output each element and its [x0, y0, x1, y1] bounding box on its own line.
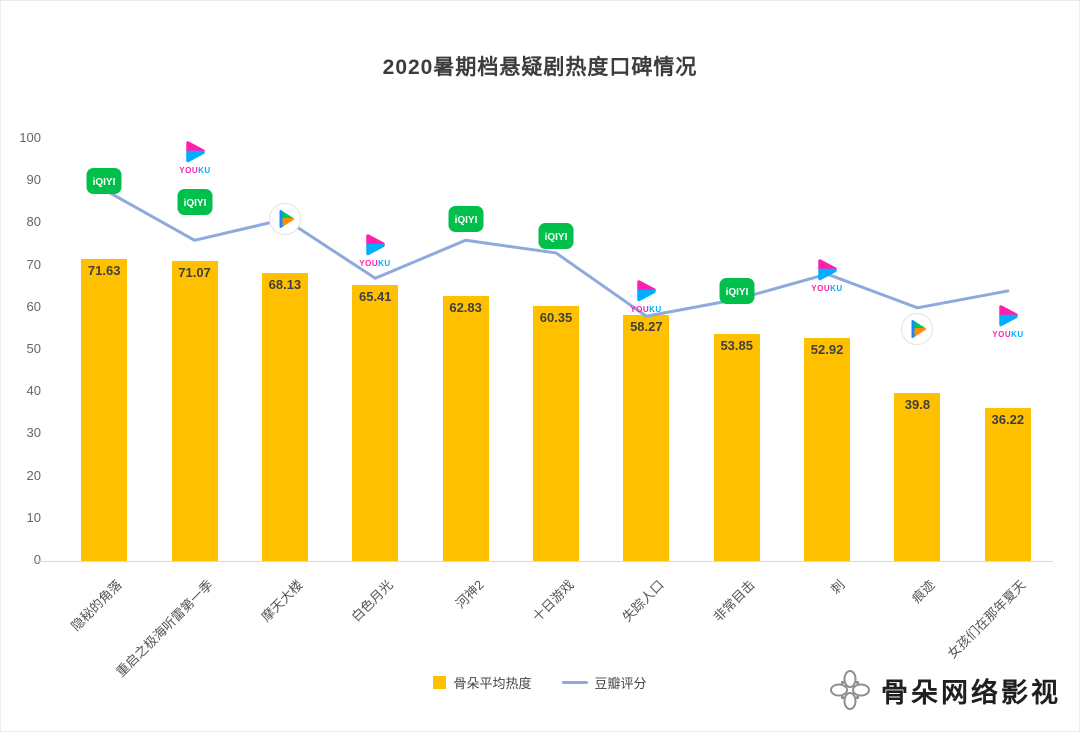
- y-axis-tick-label: 10: [26, 509, 41, 525]
- heat-bar: 62.83: [442, 295, 489, 561]
- legend-bar-swatch: [433, 676, 447, 689]
- heat-bar: 36.22: [984, 408, 1031, 561]
- iqiyi-platform-icon: iQIYI: [448, 206, 484, 233]
- chart-title: 2020暑期档悬疑剧热度口碑情况: [382, 56, 698, 79]
- y-axis-tick-label: 40: [26, 383, 41, 399]
- x-axis-category-label: 非常目击: [710, 577, 758, 625]
- y-axis-tick-label: 0: [33, 552, 41, 567]
- youku-platform-icon: YOUKU: [357, 230, 393, 268]
- iqiyi-platform-icon: iQIYI: [538, 223, 574, 250]
- svg-text:YOUKU: YOUKU: [631, 305, 662, 314]
- heat-bar-value: 71.07: [178, 265, 211, 281]
- y-axis-tick-label: 50: [26, 341, 41, 356]
- heat-bar: 58.27: [623, 315, 670, 561]
- svg-text:iQIYI: iQIYI: [183, 198, 206, 209]
- heat-bar: 71.63: [81, 258, 128, 561]
- x-axis-category-label: 十日游戏: [529, 577, 577, 625]
- svg-text:iQIYI: iQIYI: [93, 177, 116, 188]
- heat-bar-value: 60.35: [539, 310, 573, 326]
- heat-bar-value: 65.41: [358, 288, 392, 304]
- heat-bar-value: 36.22: [991, 412, 1025, 428]
- watermark-text: 骨朵网络影视: [881, 677, 1061, 708]
- y-axis-tick-label: 60: [26, 298, 41, 314]
- iqiyi-platform-icon: iQIYI: [86, 168, 122, 195]
- youku-platform-icon: YOUKU: [177, 137, 213, 175]
- guduo-flower-logo-icon: [830, 670, 870, 710]
- heat-bar-value: 71.63: [87, 262, 121, 278]
- x-axis-category-label: 重启之极海听雷第一季: [112, 577, 216, 680]
- tencent-platform-icon: [268, 202, 302, 236]
- svg-text:iQIYI: iQIYI: [725, 287, 748, 298]
- heat-bar: 53.85: [713, 333, 760, 561]
- x-axis-category-label: 河神2: [452, 577, 487, 612]
- svg-text:YOUKU: YOUKU: [179, 166, 210, 175]
- x-axis-category-label: 摩天大楼: [258, 577, 306, 625]
- legend-line-swatch: [561, 681, 588, 684]
- heat-bar: 65.41: [352, 284, 399, 561]
- heat-bar-value: 62.83: [449, 299, 482, 315]
- svg-text:YOUKU: YOUKU: [992, 330, 1023, 339]
- svg-text:iQIYI: iQIYI: [545, 232, 568, 243]
- watermark: 骨朵网络影视: [827, 667, 1061, 713]
- heat-bar-value: 68.13: [268, 277, 302, 293]
- x-axis-category-label: 白色月光: [348, 577, 396, 625]
- youku-platform-icon: YOUKU: [809, 255, 845, 293]
- y-axis-tick-label: 80: [26, 214, 41, 230]
- x-axis-line: [37, 561, 1053, 562]
- iqiyi-platform-icon: iQIYI: [719, 277, 755, 304]
- legend-item-douban[interactable]: 豆瓣评分: [561, 673, 647, 692]
- heat-bar-value: 58.27: [630, 319, 663, 335]
- youku-platform-icon: YOUKU: [628, 276, 664, 314]
- heat-bar: 68.13: [261, 273, 308, 561]
- legend-line-label: 豆瓣评分: [594, 676, 647, 691]
- y-axis-tick-label: 100: [19, 130, 41, 145]
- tencent-platform-icon: [900, 312, 934, 346]
- x-axis-category-label: 失踪人口: [619, 577, 668, 625]
- svg-text:iQIYI: iQIYI: [454, 215, 477, 226]
- y-axis-tick-label: 20: [26, 467, 41, 483]
- heat-bar-value: 53.85: [720, 337, 753, 353]
- x-axis-category-label: 刺: [827, 577, 848, 597]
- heat-bar: 39.8: [894, 393, 941, 561]
- heat-bar: 52.92: [804, 337, 851, 561]
- iqiyi-platform-icon: iQIYI: [177, 189, 213, 216]
- heat-bar: 60.35: [533, 306, 579, 561]
- legend-item-heat[interactable]: 骨朵平均热度: [433, 673, 532, 692]
- youku-platform-icon: YOUKU: [990, 301, 1026, 339]
- svg-text:YOUKU: YOUKU: [811, 284, 842, 293]
- heat-bar: 71.07: [171, 261, 218, 561]
- legend-bar-label: 骨朵平均热度: [453, 676, 532, 691]
- x-axis-category-label: 隐秘的角落: [68, 577, 125, 634]
- heat-bar-value: 39.8: [904, 397, 931, 413]
- chart-legend: 骨朵平均热度 豆瓣评分: [1, 673, 1079, 692]
- y-axis-tick-label: 90: [26, 172, 41, 188]
- heat-bar-value: 52.92: [810, 341, 844, 357]
- y-axis-tick-label: 30: [26, 425, 41, 441]
- y-axis-tick-label: 70: [26, 256, 41, 272]
- svg-text:YOUKU: YOUKU: [360, 259, 391, 268]
